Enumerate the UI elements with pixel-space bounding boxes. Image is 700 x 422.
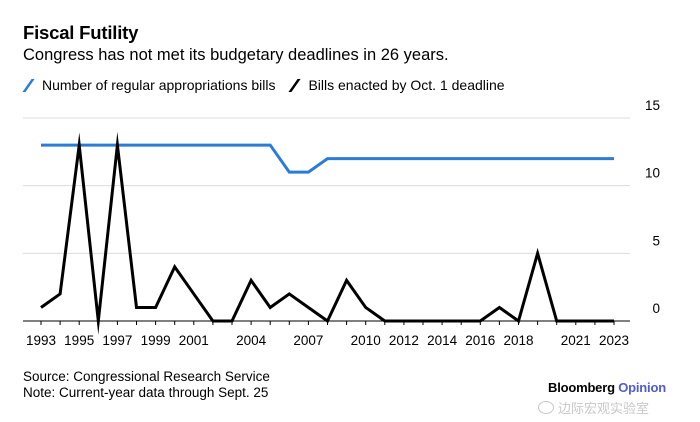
y-tick-label: 0 <box>652 301 660 316</box>
source-note: Source: Congressional Research Service <box>23 369 270 384</box>
y-tick-label: 10 <box>645 166 660 181</box>
legend-item-enacted: Bills enacted by Oct. 1 deadline <box>288 77 505 93</box>
x-tick-label: 1997 <box>102 333 132 348</box>
axis-labels: 0 5 10 15 1993 1995 1997 1999 2001 2004 2007 2010 20… <box>26 98 660 348</box>
legend-label-enacted: Bills enacted by Oct. 1 deadline <box>308 77 505 93</box>
weibo-icon <box>538 401 554 414</box>
y-tick-label: 15 <box>645 98 660 113</box>
x-tick-label: 1999 <box>141 333 171 348</box>
x-tick-label: 1995 <box>64 333 94 348</box>
watermark-text: 边际宏观实验室 <box>558 401 650 416</box>
legend-label-appropriations: Number of regular appropriations bills <box>42 77 276 93</box>
chart-subtitle: Congress has not met its budgetary deadl… <box>23 46 449 64</box>
x-tick-label: 2004 <box>236 333 267 348</box>
legend-item-appropriations: Number of regular appropriations bills <box>22 77 276 93</box>
x-tick-label: 1993 <box>26 333 56 348</box>
x-tick-label: 2021 <box>561 333 591 348</box>
x-tick-label: 2018 <box>503 333 533 348</box>
grid-lines <box>23 117 630 322</box>
series-line-appropriations <box>41 143 614 174</box>
brand-accent: Opinion <box>618 380 666 395</box>
series-lines <box>40 131 614 335</box>
x-tick-label: 2016 <box>465 333 495 348</box>
chart-title: Fiscal Futility <box>23 22 139 43</box>
watermark: 边际宏观实验室 <box>538 398 649 417</box>
x-tick-label: 2023 <box>599 333 629 348</box>
data-note: Note: Current-year data through Sept. 25 <box>23 385 269 400</box>
brand-main: Bloomberg <box>548 380 615 395</box>
series-line-enacted <box>40 131 614 335</box>
x-tick-label: 2014 <box>427 333 458 348</box>
x-tick-label: 2010 <box>351 333 381 348</box>
x-tick-label: 2012 <box>389 333 419 348</box>
x-tick-label: 2007 <box>293 333 323 348</box>
y-tick-label: 5 <box>652 233 660 248</box>
brand-logo: Bloomberg Opinion <box>548 380 666 395</box>
x-tick-label: 2001 <box>179 333 209 348</box>
legend: Number of regular appropriations bills B… <box>22 77 519 93</box>
